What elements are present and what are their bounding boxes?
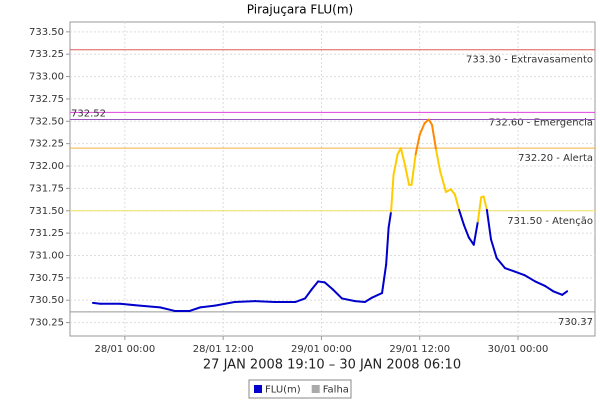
line-segment [392, 153, 399, 176]
line-segment [363, 296, 374, 304]
line-segment [199, 304, 216, 309]
legend-swatch [254, 385, 262, 393]
y-tick-label: 730.25 [29, 318, 64, 329]
line-segment [431, 123, 438, 151]
y-tick-label: 733.00 [29, 72, 64, 83]
y-tick-label: 732.75 [29, 94, 64, 105]
threshold-label: 732.60 - Emergencia [489, 117, 593, 128]
line-segment [138, 304, 162, 309]
plot-area [69, 21, 596, 337]
line-segment [523, 274, 537, 283]
line-segment [472, 220, 479, 246]
line-segment [213, 301, 236, 307]
line-segment [462, 224, 470, 239]
line-segment [340, 297, 357, 303]
y-tick-label: 730.50 [29, 295, 64, 306]
line-segment [331, 288, 343, 300]
line-segment [414, 133, 421, 156]
chart-subtitle: 27 JAN 2008 19:10 – 30 JAN 2008 06:10 [203, 358, 461, 373]
x-tick-label: 30/01 00:00 [488, 344, 549, 355]
line-segment [403, 164, 411, 186]
line-segment [254, 300, 276, 304]
line-segment [544, 284, 555, 293]
x-tick-label: 28/01 12:00 [193, 344, 254, 355]
line-segment [385, 226, 390, 266]
line-segment [467, 236, 475, 246]
line-segment [188, 306, 202, 312]
y-tick-label: 731.00 [29, 250, 64, 261]
line-segment [371, 292, 384, 299]
line-segment [561, 290, 569, 296]
legend-label: Falha [323, 385, 349, 396]
line-segment [476, 196, 483, 223]
line-segment [513, 270, 526, 277]
line-segment [495, 257, 506, 270]
line-segment [427, 118, 434, 126]
line-segment [453, 193, 461, 211]
line-segment [552, 290, 564, 296]
line-segment [310, 280, 320, 291]
line-segment [435, 148, 442, 173]
legend-swatch [311, 385, 320, 393]
line-segment [439, 170, 447, 193]
threshold-label: 730.37 [558, 317, 593, 328]
legend-label: FLU(m) [265, 385, 301, 396]
threshold-label: 732.20 - Alerta [518, 153, 593, 164]
line-segment [304, 288, 313, 300]
y-tick-label: 731.75 [29, 183, 64, 194]
y-tick-label: 733.50 [29, 27, 64, 38]
line-segment [118, 302, 141, 307]
line-segment [449, 188, 456, 196]
line-segment [294, 297, 307, 304]
y-tick-label: 730.75 [29, 273, 64, 284]
line-segment [390, 173, 395, 213]
x-tick-label: 28/01 00:00 [94, 344, 155, 355]
x-tick-label: 29/01 12:00 [389, 344, 450, 355]
line-segment [233, 300, 257, 304]
line-segment [410, 153, 417, 186]
line-segment [503, 267, 516, 273]
threshold-label: 733.30 - Extravasamento [466, 55, 593, 66]
threshold-label: 731.50 - Atenção [507, 216, 593, 227]
y-tick-label: 731.50 [29, 206, 64, 217]
line-segment [317, 280, 326, 284]
y-tick-label: 732.00 [29, 161, 64, 172]
line-segment [323, 281, 334, 291]
y-tick-label: 733.25 [29, 49, 64, 60]
line-segment [534, 280, 547, 287]
threshold-label: 732.52 [71, 109, 106, 120]
legend-box [248, 379, 352, 399]
y-tick-label: 732.25 [29, 139, 64, 150]
line-segment [458, 208, 465, 227]
line-segment [91, 301, 102, 305]
line-segment [399, 147, 406, 167]
y-tick-label: 731.25 [29, 228, 64, 239]
x-tick-label: 29/01 00:00 [291, 344, 352, 355]
line-segment [354, 300, 366, 304]
line-segment [159, 306, 176, 312]
line-segment [485, 208, 492, 241]
y-tick-label: 732.50 [29, 116, 64, 127]
line-segment [482, 195, 488, 211]
line-segment [387, 210, 393, 229]
line-segment [381, 263, 388, 295]
chart-title: Pirajuçara FLU(m) [247, 3, 353, 17]
line-segment [418, 122, 426, 136]
line-segment [489, 238, 498, 260]
